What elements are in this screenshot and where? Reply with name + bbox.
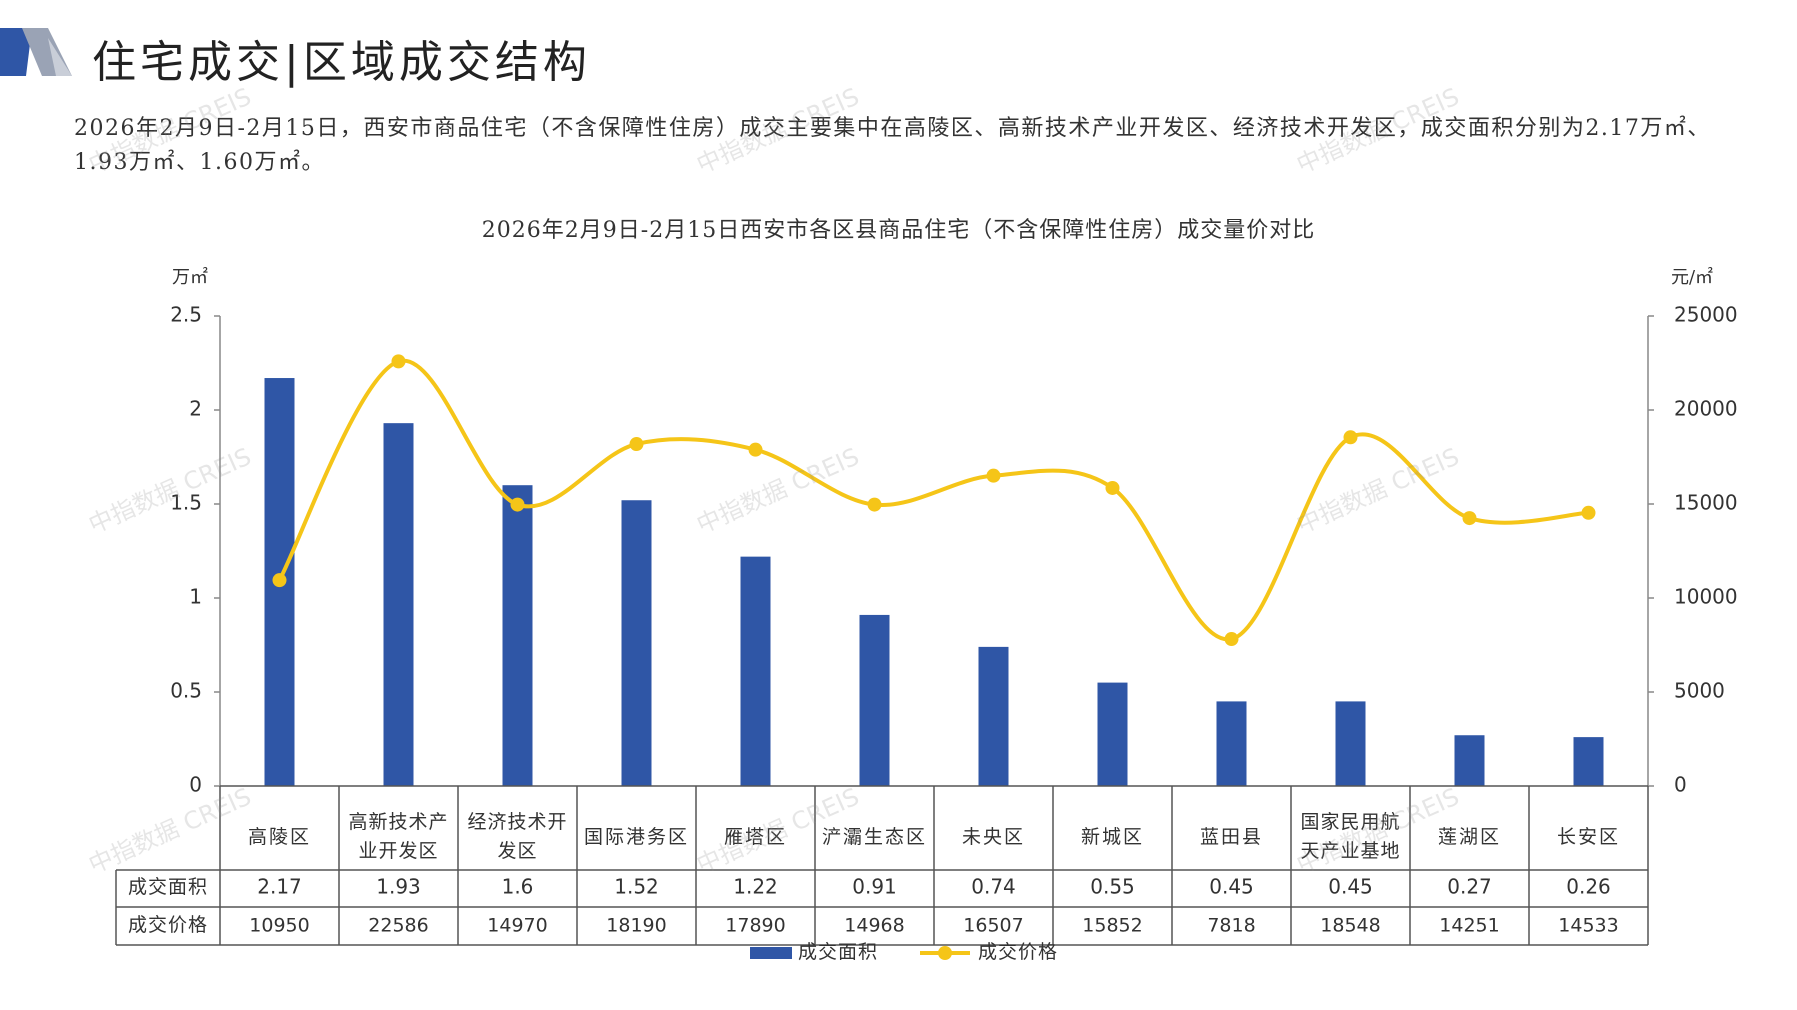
- left-axis-unit: 万㎡: [172, 266, 208, 288]
- row-header-price: 成交价格: [128, 914, 208, 936]
- left-tick-label: 2.5: [170, 303, 202, 327]
- price-point: [272, 573, 287, 588]
- category-label: 国家民用航: [1300, 811, 1400, 833]
- price-point: [748, 442, 763, 457]
- category-label: 雁塔区: [724, 826, 787, 848]
- price-value-label: 14968: [844, 915, 904, 937]
- right-tick-label: 20000: [1674, 397, 1738, 421]
- price-value-label: 18548: [1320, 915, 1380, 937]
- price-point: [1105, 480, 1120, 495]
- price-point: [1581, 505, 1596, 520]
- bar-mark: [502, 485, 533, 786]
- area-value-label: 1.93: [376, 875, 421, 899]
- right-tick-label: 15000: [1674, 491, 1738, 515]
- header: 住宅成交|区域成交结构: [0, 18, 1797, 88]
- title-decoration-icon: [0, 28, 72, 76]
- price-point: [867, 497, 882, 512]
- category-label: 天产业基地: [1300, 840, 1400, 862]
- price-value-label: 14533: [1558, 915, 1618, 937]
- summary-text: 2026年2月9日-2月15日，西安市商品住宅（不含保障性住房）成交主要集中在高…: [74, 116, 1711, 175]
- category-label: 经济技术开: [467, 811, 567, 833]
- area-value-label: 1.22: [733, 875, 778, 899]
- bar-mark: [1335, 701, 1366, 786]
- bar-mark: [978, 646, 1009, 786]
- category-label: 高新技术产: [348, 811, 448, 833]
- area-value-label: 0.45: [1209, 875, 1254, 899]
- area-value-label: 0.74: [971, 875, 1016, 899]
- area-value-label: 2.17: [257, 875, 302, 899]
- left-tick-label: 0: [189, 773, 202, 797]
- category-label: 未央区: [962, 826, 1025, 848]
- area-value-label: 0.27: [1447, 875, 1492, 899]
- bar-mark: [383, 423, 414, 786]
- legend-bar-label: 成交面积: [798, 941, 878, 963]
- right-tick-label: 10000: [1674, 585, 1738, 609]
- price-point: [510, 497, 525, 512]
- bar-mark: [1454, 735, 1485, 786]
- left-tick-label: 0.5: [170, 679, 202, 703]
- right-axis-unit: 元/㎡: [1671, 266, 1713, 288]
- price-point: [986, 468, 1001, 483]
- price-value-label: 18190: [606, 915, 666, 937]
- area-value-label: 1.6: [502, 875, 534, 899]
- price-value-label: 17890: [725, 915, 785, 937]
- category-label: 蓝田县: [1200, 826, 1263, 848]
- price-value-label: 10950: [249, 915, 309, 937]
- area-value-label: 0.55: [1090, 875, 1135, 899]
- area-value-label: 0.91: [852, 875, 897, 899]
- price-point: [1343, 430, 1358, 445]
- category-label: 长安区: [1557, 826, 1620, 848]
- category-label: 国际港务区: [584, 826, 689, 848]
- price-value-label: 16507: [963, 915, 1023, 937]
- bar-mark: [1097, 682, 1128, 786]
- category-label: 业开发区: [358, 840, 438, 862]
- price-value-label: 22586: [368, 915, 428, 937]
- bar-mark: [1573, 737, 1604, 786]
- area-value-label: 0.26: [1566, 875, 1611, 899]
- legend-line-point: [938, 946, 952, 960]
- price-point: [391, 354, 406, 369]
- category-label: 发区: [497, 840, 537, 862]
- bar-mark: [1216, 701, 1247, 786]
- price-value-label: 15852: [1082, 915, 1142, 937]
- right-tick-label: 5000: [1674, 679, 1725, 703]
- price-point: [1462, 511, 1477, 526]
- page-title: 住宅成交|区域成交结构: [92, 37, 591, 88]
- price-point: [629, 437, 644, 452]
- category-label: 莲湖区: [1438, 826, 1501, 848]
- chart-title: 2026年2月9日-2月15日西安市各区县商品住宅（不含保障性住房）成交量价对比: [481, 218, 1316, 243]
- legend-bar-swatch: [750, 947, 792, 959]
- price-value-label: 14970: [487, 915, 547, 937]
- category-label: 新城区: [1081, 826, 1144, 848]
- price-point: [1224, 632, 1239, 647]
- category-label: 浐灞生态区: [822, 826, 927, 848]
- left-tick-label: 1.5: [170, 491, 202, 515]
- left-tick-label: 1: [189, 585, 202, 609]
- category-label: 高陵区: [248, 826, 311, 848]
- price-value-label: 14251: [1439, 915, 1499, 937]
- area-value-label: 0.45: [1328, 875, 1373, 899]
- bar-mark: [621, 500, 652, 786]
- left-tick-label: 2: [189, 397, 202, 421]
- bar-mark: [740, 556, 771, 786]
- row-header-area: 成交面积: [128, 876, 208, 898]
- area-value-label: 1.52: [614, 875, 659, 899]
- legend-line-label: 成交价格: [978, 941, 1058, 963]
- bar-mark: [859, 614, 890, 786]
- right-tick-label: 0: [1674, 773, 1687, 797]
- price-value-label: 7818: [1207, 915, 1255, 937]
- right-tick-label: 25000: [1674, 303, 1738, 327]
